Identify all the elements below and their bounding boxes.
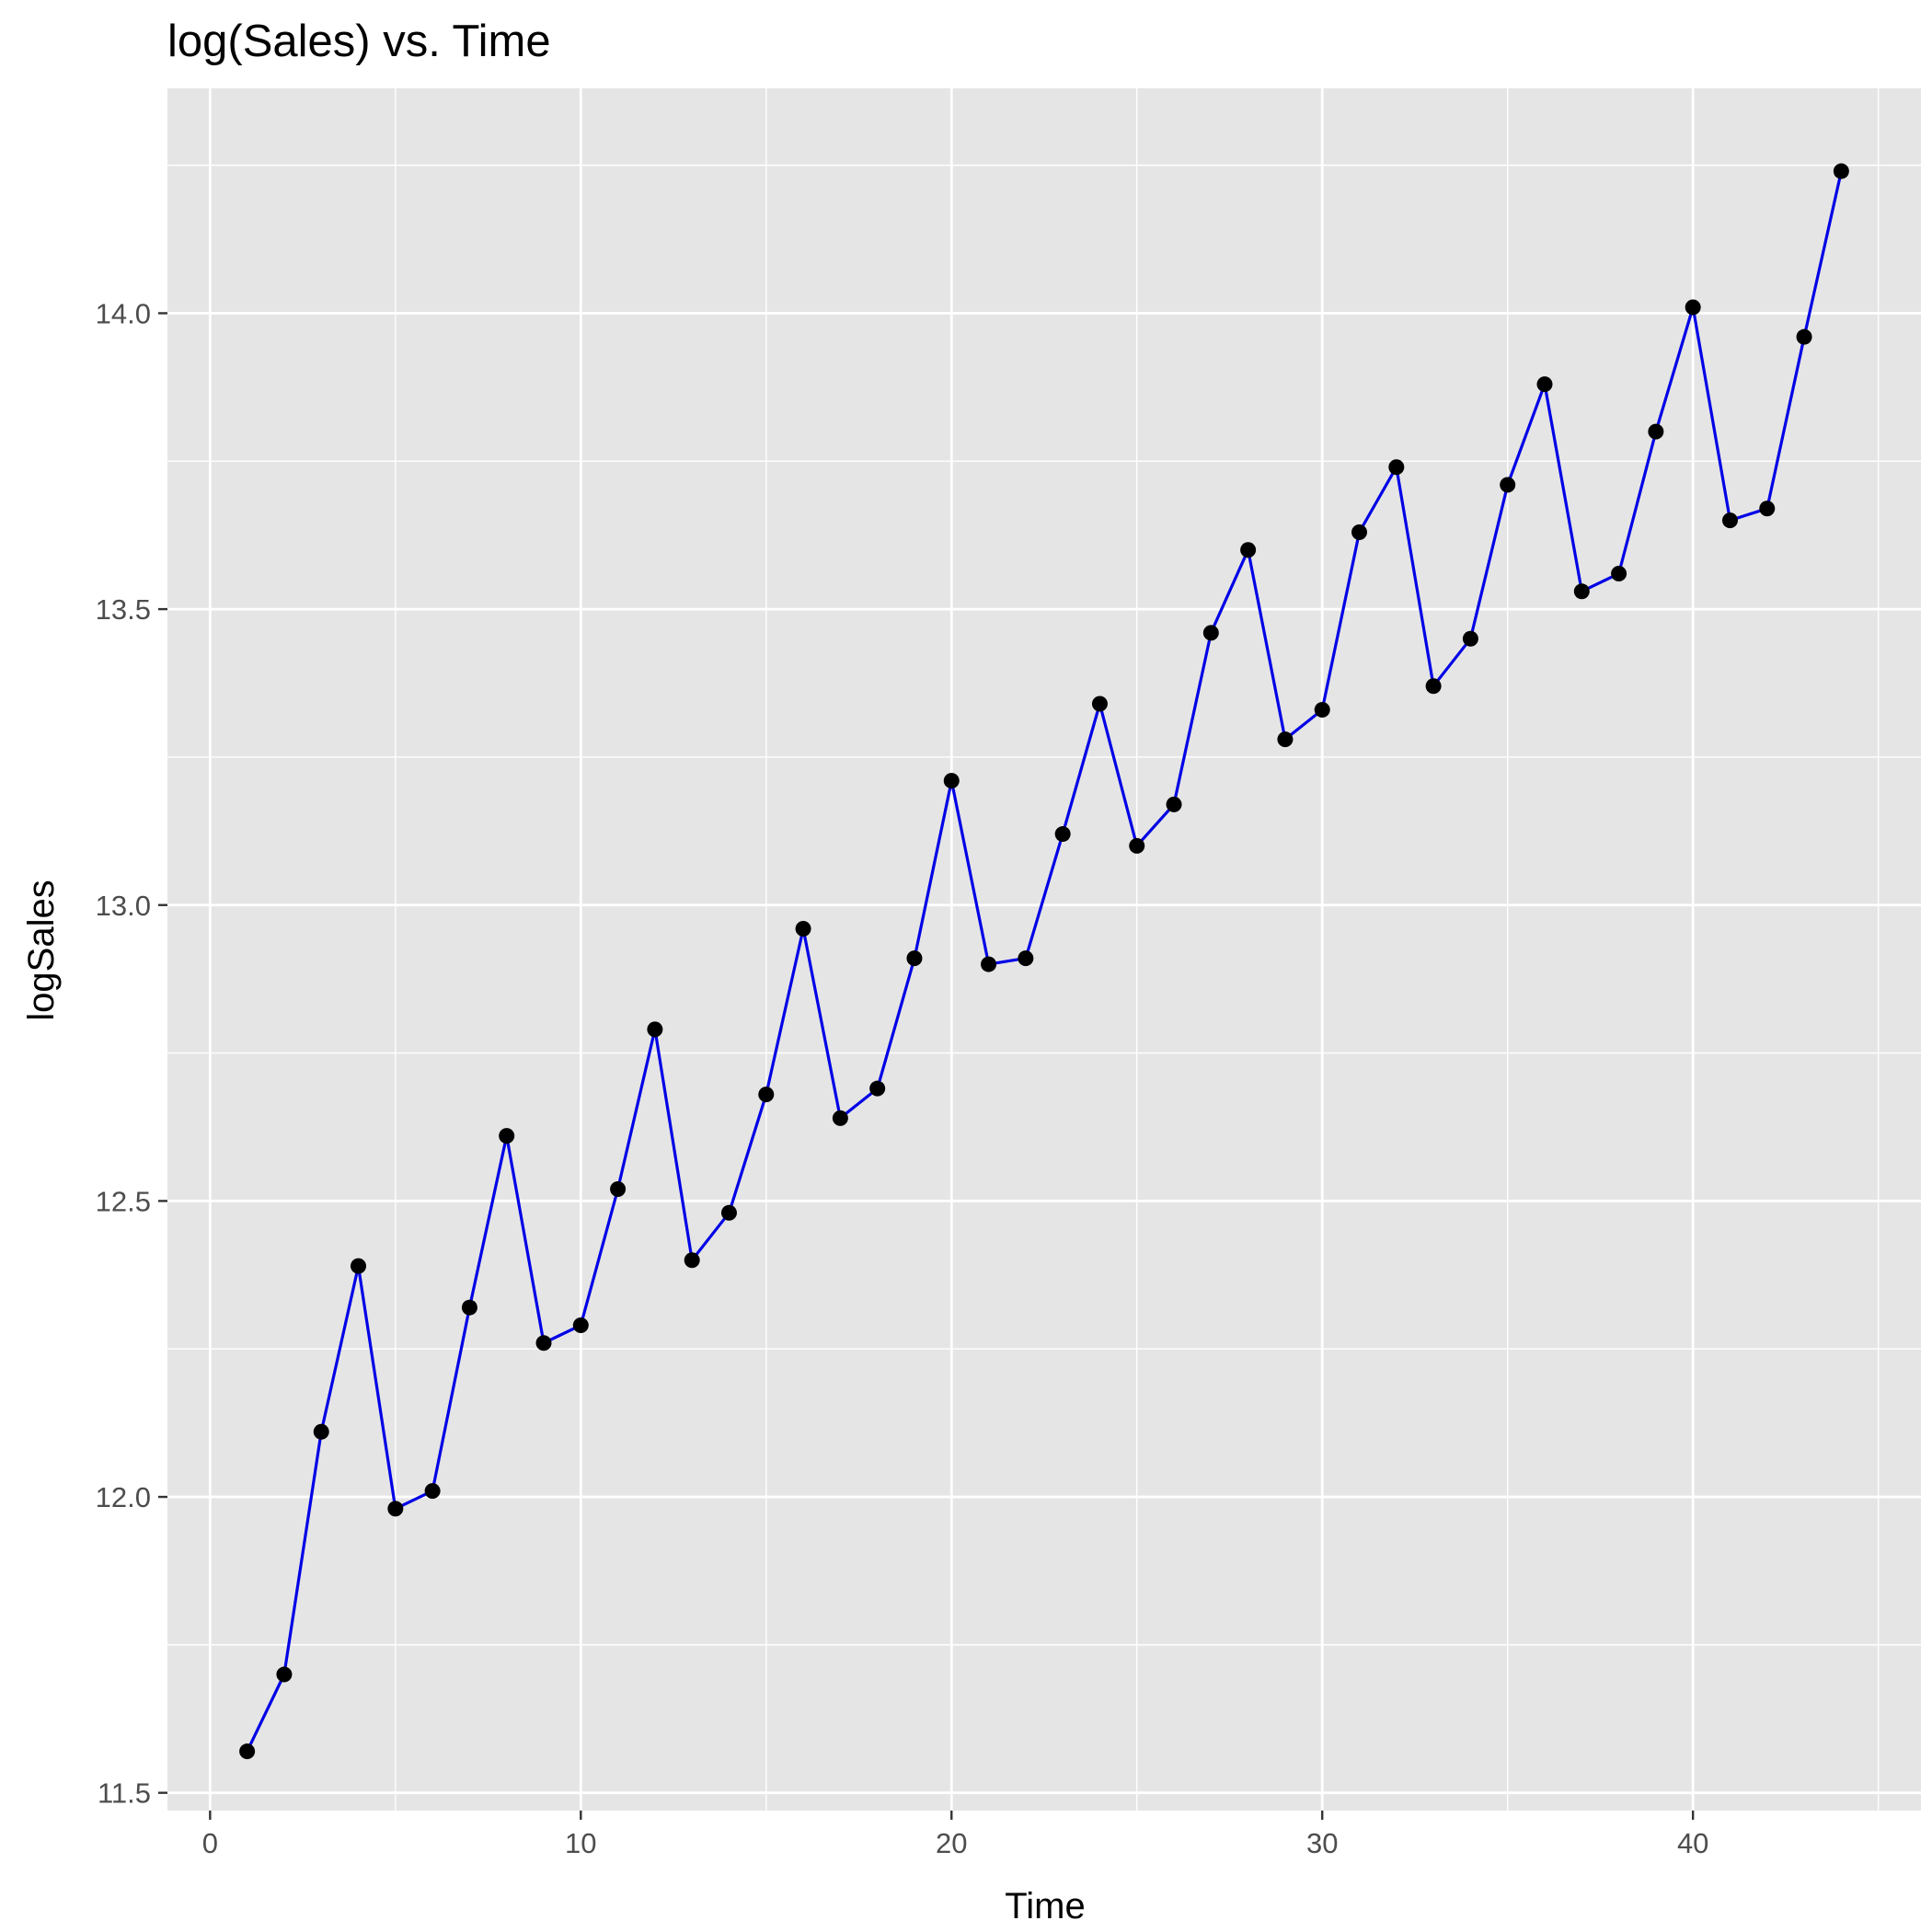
data-point bbox=[499, 1128, 515, 1144]
data-point bbox=[1721, 512, 1738, 529]
data-point bbox=[1314, 701, 1330, 718]
axis-ticks bbox=[158, 312, 1695, 1820]
data-point bbox=[684, 1252, 700, 1269]
data-point bbox=[1425, 678, 1442, 695]
data-point bbox=[906, 950, 923, 967]
y-tick-label: 13.0 bbox=[96, 890, 151, 922]
data-point bbox=[1277, 731, 1294, 748]
data-point bbox=[351, 1258, 367, 1274]
series-line bbox=[246, 170, 1843, 1753]
x-tick-label: 20 bbox=[936, 1827, 967, 1859]
data-point bbox=[1129, 837, 1145, 854]
y-axis-title: logSales bbox=[21, 880, 62, 1020]
data-point bbox=[943, 773, 960, 789]
data-point bbox=[1202, 625, 1219, 641]
data-point bbox=[1388, 459, 1405, 476]
data-point bbox=[1611, 566, 1627, 582]
data-point bbox=[869, 1080, 886, 1097]
plot-panel bbox=[167, 88, 1921, 1811]
data-point bbox=[981, 956, 997, 972]
y-tick-label: 12.0 bbox=[96, 1481, 151, 1513]
y-axis-tick-labels: 11.5 12.0 12.5 13.0 13.5 14.0 bbox=[96, 297, 151, 1809]
data-point bbox=[1796, 328, 1812, 345]
data-point bbox=[1351, 523, 1368, 540]
x-tick-label: 30 bbox=[1306, 1827, 1338, 1859]
data-point bbox=[832, 1110, 848, 1126]
x-axis-tick-labels: 0 10 20 30 40 bbox=[202, 1827, 1709, 1859]
data-point bbox=[1759, 500, 1776, 517]
data-point bbox=[276, 1666, 293, 1683]
data-point bbox=[1500, 477, 1516, 493]
data-point bbox=[1018, 950, 1034, 967]
data-point bbox=[1648, 423, 1664, 440]
data-point bbox=[795, 920, 811, 937]
data-points bbox=[239, 163, 1849, 1760]
data-point bbox=[387, 1501, 404, 1517]
data-point bbox=[1166, 796, 1182, 812]
x-tick-label: 40 bbox=[1677, 1827, 1708, 1859]
y-tick-label: 12.5 bbox=[96, 1185, 151, 1217]
y-tick-label: 13.5 bbox=[96, 593, 151, 626]
data-point bbox=[647, 1021, 663, 1038]
data-point bbox=[572, 1317, 589, 1333]
data-point bbox=[720, 1204, 737, 1221]
x-axis-title: Time bbox=[1005, 1886, 1085, 1926]
data-point bbox=[758, 1087, 775, 1103]
major-gridlines bbox=[167, 88, 1921, 1811]
data-point bbox=[1091, 696, 1108, 712]
data-point bbox=[610, 1181, 627, 1198]
data-point bbox=[313, 1423, 329, 1440]
y-tick-label: 11.5 bbox=[98, 1777, 151, 1810]
x-tick-label: 10 bbox=[565, 1827, 596, 1859]
data-point bbox=[1685, 299, 1701, 316]
data-point bbox=[1054, 826, 1071, 843]
data-point bbox=[535, 1335, 552, 1351]
data-point bbox=[1833, 163, 1849, 179]
x-tick-label: 0 bbox=[202, 1827, 218, 1859]
data-point bbox=[424, 1483, 441, 1500]
data-point bbox=[461, 1299, 477, 1316]
chart-title: log(Sales) vs. Time bbox=[167, 17, 551, 66]
data-point bbox=[1573, 583, 1590, 600]
minor-gridlines bbox=[167, 88, 1921, 1811]
data-point bbox=[1462, 630, 1478, 647]
y-tick-label: 14.0 bbox=[96, 297, 151, 329]
data-point bbox=[239, 1743, 256, 1760]
data-point bbox=[1536, 376, 1553, 393]
data-point bbox=[1240, 542, 1257, 558]
